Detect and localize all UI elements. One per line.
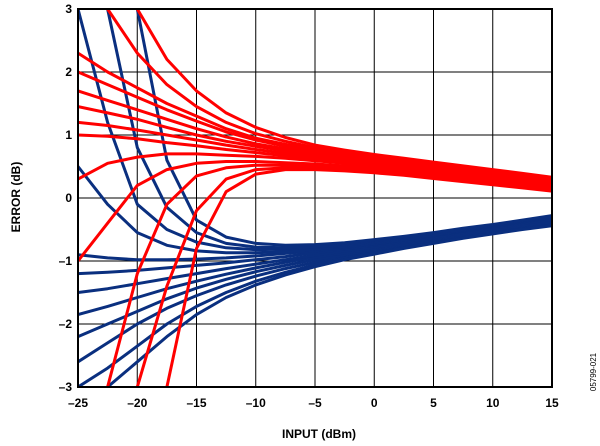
x-tick-label: 5 bbox=[430, 396, 437, 410]
x-tick-label: 10 bbox=[486, 396, 500, 410]
y-axis-title: ERROR (dB) bbox=[9, 162, 23, 233]
y-tick-label: 0 bbox=[65, 191, 72, 205]
y-tick-label: 1 bbox=[65, 128, 72, 142]
upper-series-line bbox=[135, 9, 552, 179]
y-tick-label: 3 bbox=[65, 2, 72, 16]
y-tick-label: 2 bbox=[65, 65, 72, 79]
x-tick-label: 0 bbox=[371, 396, 378, 410]
x-tick-label: –5 bbox=[308, 396, 322, 410]
plot-frame bbox=[77, 8, 553, 388]
x-tick-label: –20 bbox=[127, 396, 147, 410]
lower-series-line bbox=[135, 9, 552, 247]
y-tick-label: –2 bbox=[59, 317, 73, 331]
upper-series-line bbox=[165, 168, 552, 387]
x-tick-label: –15 bbox=[186, 396, 206, 410]
y-tick-label: –3 bbox=[59, 380, 73, 394]
x-tick-label: 15 bbox=[545, 396, 559, 410]
y-tick-label: –1 bbox=[59, 254, 73, 268]
figure-id: 05799-021 bbox=[589, 352, 598, 391]
lower-series-line bbox=[106, 224, 552, 387]
x-tick-label: –25 bbox=[68, 396, 88, 410]
x-axis-title: INPUT (dBm) bbox=[282, 427, 356, 441]
upper-series-line bbox=[135, 166, 552, 387]
x-tick-label: –10 bbox=[246, 396, 266, 410]
